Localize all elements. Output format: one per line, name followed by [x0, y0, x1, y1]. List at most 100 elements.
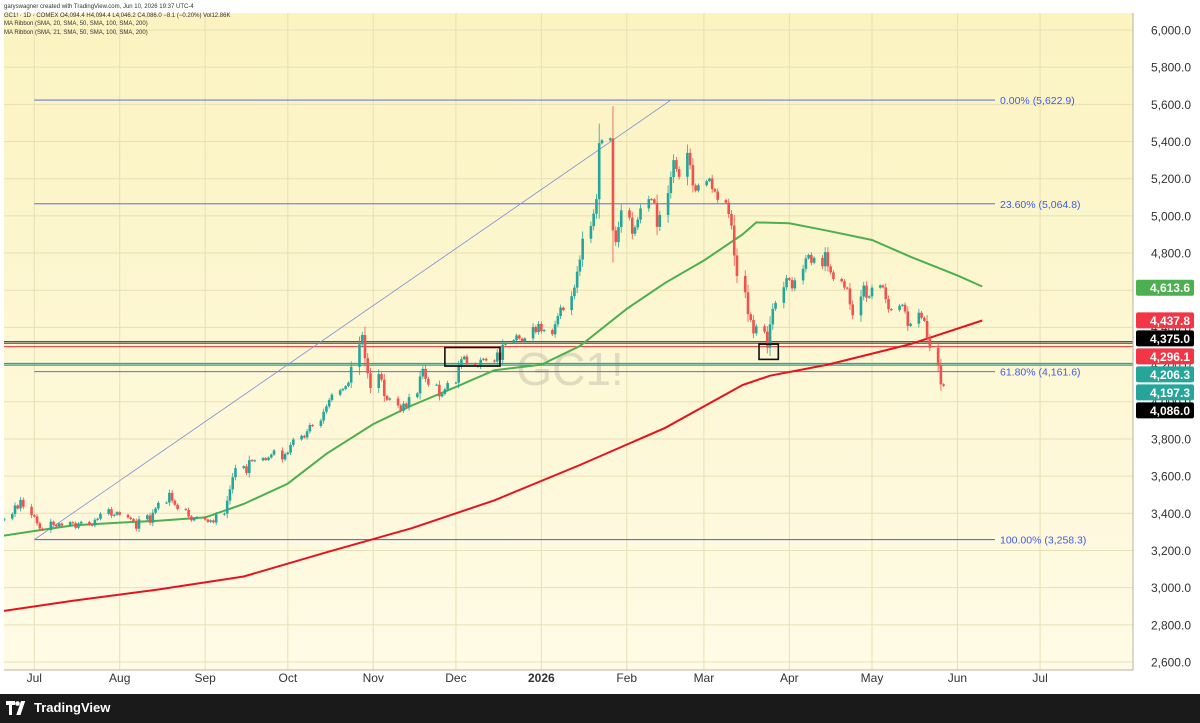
time-tick-label: 2026 [528, 671, 555, 685]
candle-body [600, 140, 604, 144]
candle-body [832, 272, 835, 279]
candle-body [887, 299, 890, 310]
price-label-bg [1136, 366, 1194, 383]
candle [52, 520, 55, 526]
candle-body [168, 492, 171, 503]
candle-body [107, 509, 111, 514]
candle-body [597, 143, 601, 200]
candle-body [223, 513, 226, 515]
price-label-bg [1136, 279, 1194, 296]
candle-body [41, 528, 44, 531]
price-tick-label: 4,800.0 [1151, 247, 1191, 261]
candle [501, 339, 505, 366]
candle-body [862, 285, 866, 297]
time-tick-label: Sep [194, 671, 216, 685]
candle [575, 266, 579, 294]
price-tick-label: 2,600.0 [1151, 656, 1191, 670]
candle [341, 387, 345, 392]
candle [446, 380, 449, 392]
candle-body [176, 504, 179, 510]
candle-body [137, 519, 141, 529]
candle [713, 188, 717, 193]
candle [479, 357, 483, 370]
candle-body [234, 468, 237, 478]
candle-body [187, 509, 190, 517]
candle-body [843, 281, 846, 288]
price-chart[interactable]: GC1!0.00% (5,622.9)23.60% (5,064.8)61.80… [0, 0, 1200, 694]
candle [21, 497, 25, 510]
candle [716, 188, 719, 203]
candle-body [281, 450, 284, 460]
price-label-bg [1136, 402, 1194, 419]
candle [730, 209, 733, 230]
price-tick-label: 5,000.0 [1151, 209, 1191, 223]
candle [253, 459, 257, 463]
candle-body [228, 489, 232, 501]
price-label-bg [1136, 348, 1194, 365]
candle-body [118, 512, 122, 515]
candle-body [658, 214, 662, 227]
candle [460, 356, 463, 369]
candle [658, 210, 662, 232]
candle [16, 504, 20, 510]
candle-body [460, 359, 463, 367]
candle [223, 512, 226, 516]
candle-body [405, 403, 408, 408]
candle [184, 507, 188, 512]
time-tick-label: Aug [109, 671, 130, 685]
candle-body [694, 185, 697, 191]
candle [369, 368, 372, 394]
tradingview-logo-icon [6, 700, 26, 715]
candle [865, 281, 868, 302]
candle-body [349, 366, 353, 383]
candle [785, 274, 788, 291]
candle-body [454, 382, 458, 384]
candle-body [845, 287, 849, 289]
candle [148, 512, 152, 526]
candle [517, 334, 521, 340]
candle-body [826, 252, 830, 267]
candle [708, 177, 711, 183]
candle-body [655, 202, 659, 227]
candle [727, 198, 731, 218]
candle-body [289, 444, 292, 453]
candle [512, 338, 516, 344]
candle [60, 522, 64, 527]
candle-body [859, 296, 863, 316]
candle-body [540, 323, 543, 332]
candle-body [55, 524, 58, 527]
candle [132, 517, 135, 523]
candle-body [245, 466, 248, 473]
candle-body [537, 323, 540, 333]
candle-body [286, 452, 290, 454]
candle [173, 499, 177, 507]
candle [250, 459, 254, 463]
candle-body [203, 517, 207, 520]
candle-body [134, 521, 138, 529]
candle [884, 283, 888, 304]
candle-body [903, 304, 907, 312]
time-tick-label: Jun [948, 671, 967, 685]
candle-body [771, 308, 775, 325]
candle [327, 397, 331, 409]
candle-body [763, 326, 766, 332]
candle [427, 376, 430, 387]
price-label-text: 4,375.0 [1150, 332, 1190, 346]
candle-body [713, 189, 717, 192]
candle-body [311, 425, 314, 426]
candle-body [13, 505, 17, 515]
candle-body [636, 219, 640, 228]
candle-body [148, 515, 152, 523]
candle-body [677, 169, 681, 177]
candle [292, 437, 295, 447]
candle-body [385, 396, 389, 400]
candle [438, 380, 441, 401]
candle [358, 336, 361, 375]
candle-body [823, 252, 827, 267]
candle-body [848, 288, 852, 305]
candle-body [697, 185, 700, 191]
candle [732, 215, 736, 266]
fib-level-label: 100.00% (3,258.3) [1000, 535, 1086, 547]
candle [495, 349, 499, 365]
candle [611, 106, 615, 263]
